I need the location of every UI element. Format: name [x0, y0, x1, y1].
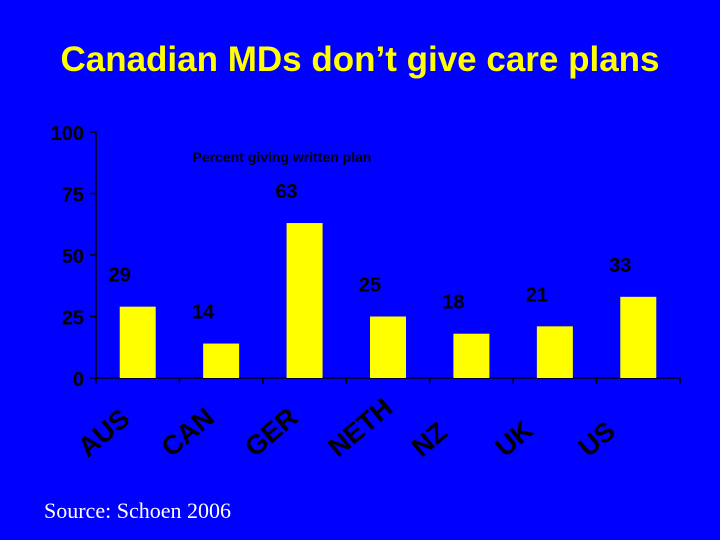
- x-category-label: UK: [489, 414, 539, 462]
- x-category-label: NZ: [406, 416, 453, 462]
- y-tick-label: 0: [73, 369, 84, 391]
- data-label: 33: [609, 255, 631, 277]
- data-label: 18: [442, 292, 464, 314]
- data-label: 21: [526, 284, 548, 306]
- y-tick-label: 100: [51, 123, 84, 145]
- bar-neth: [370, 316, 406, 378]
- bar-aus: [119, 306, 156, 378]
- bar-us: [620, 296, 657, 378]
- bars: [119, 223, 657, 378]
- y-tick-label: 75: [62, 185, 84, 207]
- x-category-label: CAN: [156, 402, 220, 463]
- source-citation: Source: Schoen 2006: [44, 498, 231, 523]
- x-axis-labels: AUS CAN GER NETH NZ UK US: [72, 392, 621, 462]
- x-category-label: AUS: [72, 403, 135, 463]
- data-label: 29: [109, 265, 131, 287]
- chart-subtitle: Percent giving written plan: [193, 149, 372, 165]
- data-label: 25: [359, 275, 381, 297]
- y-tick-label: 50: [62, 246, 84, 268]
- data-label: 63: [275, 181, 297, 203]
- data-label: 14: [192, 302, 215, 324]
- x-category-label: NETH: [323, 392, 399, 462]
- bar-ger: [286, 223, 323, 378]
- y-tick-label: 25: [62, 308, 84, 330]
- bar-nz: [453, 333, 490, 378]
- bar-uk: [536, 326, 573, 378]
- slide-title: Canadian MDs don’t give care plans: [60, 40, 660, 79]
- x-category-label: GER: [239, 402, 303, 463]
- x-category-label: US: [573, 416, 621, 463]
- data-labels: 29 14 63 25 18 21 33: [109, 181, 632, 324]
- bar-can: [203, 343, 240, 378]
